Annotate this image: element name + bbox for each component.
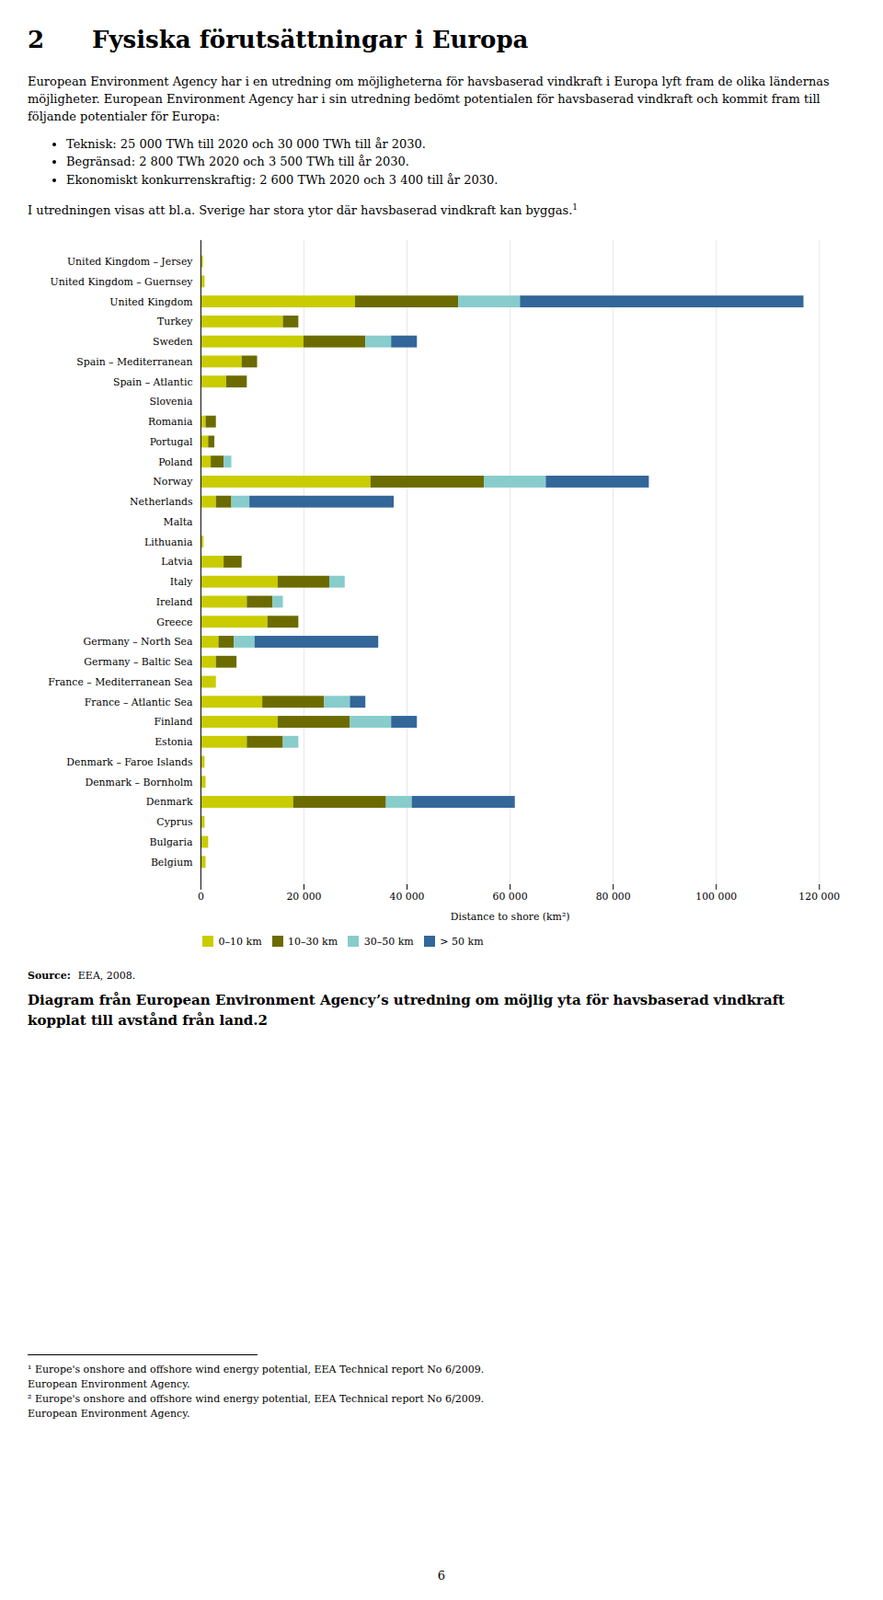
svg-text:Ireland: Ireland	[156, 596, 194, 608]
html-text:10–30 km: 10–30 km	[287, 935, 338, 948]
svg-text:Finland: Finland	[154, 716, 194, 729]
html-text:European Environment Agency.: European Environment Agency.	[27, 1377, 190, 1390]
svg-text:Romania: Romania	[148, 415, 194, 428]
html-text:> 50 km: > 50 km	[439, 935, 484, 948]
svg-text:United Kingdom: United Kingdom	[109, 296, 193, 309]
svg-text:0: 0	[197, 890, 205, 903]
svg-text:Germany – Baltic Sea: Germany – Baltic Sea	[83, 655, 194, 668]
svg-text:Spain – Atlantic: Spain – Atlantic	[113, 376, 194, 389]
svg-text:Italy: Italy	[170, 575, 195, 588]
svg-text:United Kingdom – Jersey: United Kingdom – Jersey	[67, 255, 194, 268]
html-text:² Europe's onshore and offshor: ² Europe's onshore and offshore wind ene…	[27, 1392, 484, 1405]
html-text:European Environment Agency ha: European Environment Agency har i en utr…	[27, 74, 830, 123]
svg-text:Cyprus: Cyprus	[156, 815, 194, 828]
html-text:Ekonomiskt konkurrenskraftig:: Ekonomiskt konkurrenskraftig: 2 600 TWh …	[66, 172, 498, 187]
svg-text:Netherlands: Netherlands	[129, 495, 194, 508]
svg-text:Sweden: Sweden	[152, 335, 194, 348]
html-text:¹ Europe's onshore and offshor: ¹ Europe's onshore and offshore wind ene…	[27, 1363, 484, 1376]
svg-text:Norway: Norway	[152, 476, 194, 489]
svg-text:100 000: 100 000	[695, 890, 737, 903]
svg-text:United Kingdom – Guernsey: United Kingdom – Guernsey	[50, 275, 195, 288]
html-text:0–10 km: 0–10 km	[218, 935, 262, 948]
svg-text:Lithuania: Lithuania	[144, 536, 194, 549]
svg-text:Distance to shore (km²): Distance to shore (km²)	[450, 910, 571, 922]
html-text:6: 6	[437, 1568, 446, 1583]
svg-text:Spain – Mediterranean: Spain – Mediterranean	[76, 355, 193, 368]
svg-text:120 000: 120 000	[798, 890, 840, 903]
html-text:Source:: Source:	[27, 969, 71, 982]
svg-text:Germany – North Sea: Germany – North Sea	[83, 636, 194, 649]
html-text:EEA, 2008.: EEA, 2008.	[77, 969, 136, 982]
html-text:Diagram från European Environm: Diagram från European Environment Agency…	[27, 991, 785, 1028]
svg-text:Turkey: Turkey	[157, 316, 194, 329]
svg-text:Slovenia: Slovenia	[149, 396, 194, 409]
html-text:2: 2	[27, 25, 45, 54]
svg-text:20 000: 20 000	[286, 890, 322, 903]
svg-text:France – Mediterranean Sea: France – Mediterranean Sea	[47, 676, 194, 689]
svg-text:Estonia: Estonia	[154, 735, 194, 748]
svg-text:France – Atlantic Sea: France – Atlantic Sea	[84, 696, 194, 709]
svg-text:40 000: 40 000	[389, 890, 425, 903]
html-text:Fysiska förutsättningar i Euro: Fysiska förutsättningar i Europa	[91, 25, 529, 54]
html-text:Teknisk: 25 000 TWh till 2020: Teknisk: 25 000 TWh till 2020 och 30 000…	[66, 136, 426, 151]
svg-text:Bulgaria: Bulgaria	[149, 836, 194, 849]
svg-text:80 000: 80 000	[596, 890, 631, 903]
svg-text:Poland: Poland	[158, 456, 193, 469]
svg-text:Belgium: Belgium	[150, 856, 194, 869]
html-text:Begränsad: 2 800 TWh 2020 och: Begränsad: 2 800 TWh 2020 och 3 500 TWh …	[66, 154, 410, 169]
svg-text:Denmark – Bornholm: Denmark – Bornholm	[84, 776, 193, 789]
svg-text:Malta: Malta	[163, 516, 194, 528]
html-text:I utredningen visas att bl.a.: I utredningen visas att bl.a. Sverige ha…	[27, 202, 578, 218]
svg-text:Greece: Greece	[156, 616, 193, 629]
html-text:European Environment Agency.: European Environment Agency.	[27, 1407, 190, 1420]
svg-text:Denmark: Denmark	[146, 796, 194, 809]
svg-text:60 000: 60 000	[493, 890, 528, 903]
html-text:30–50 km: 30–50 km	[363, 935, 414, 948]
svg-text:Denmark – Faroe Islands: Denmark – Faroe Islands	[66, 756, 194, 769]
svg-text:Portugal: Portugal	[149, 435, 194, 448]
svg-text:Latvia: Latvia	[160, 556, 194, 569]
